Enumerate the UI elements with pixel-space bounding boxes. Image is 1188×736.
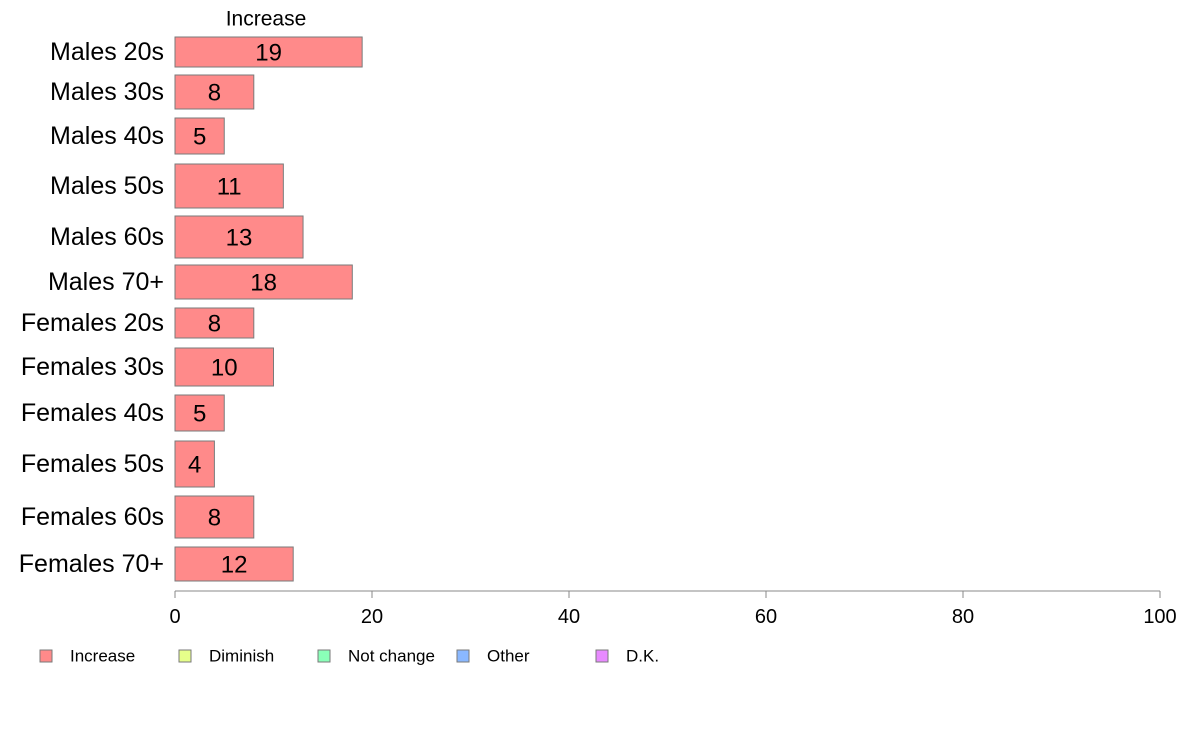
category-label: Males 20s	[50, 38, 164, 66]
category-label: Males 30s	[50, 78, 164, 106]
bar-value-label: 8	[208, 505, 221, 532]
category-label: Females 70+	[19, 550, 164, 578]
series-header: Increase	[226, 8, 307, 31]
legend-label: D.K.	[626, 647, 659, 666]
category-label: Males 50s	[50, 172, 164, 200]
bar	[174, 163, 284, 209]
bar	[174, 264, 353, 300]
category-label: Males 70+	[48, 268, 164, 296]
legend-swatch	[39, 649, 53, 663]
bar	[174, 307, 255, 339]
legend-swatch	[178, 649, 192, 663]
x-tick-label: 40	[558, 606, 580, 628]
category-label: Females 30s	[21, 353, 164, 381]
bar-value-label: 13	[226, 225, 253, 252]
bar-value-label: 11	[217, 174, 242, 201]
x-tick-label: 60	[755, 606, 777, 628]
legend-label: Diminish	[209, 647, 274, 666]
bar-value-label: 4	[188, 452, 201, 479]
x-tick-label: 100	[1143, 606, 1176, 628]
bar	[174, 74, 255, 110]
bar	[174, 440, 215, 488]
bar-value-label: 12	[221, 552, 248, 579]
x-tick-label: 80	[952, 606, 974, 628]
bar	[174, 546, 294, 582]
bar-value-label: 5	[193, 124, 206, 151]
legend-label: Other	[487, 647, 530, 666]
bar-value-label: 10	[211, 355, 238, 382]
bar-value-label: 5	[193, 401, 206, 428]
legend-swatch	[317, 649, 331, 663]
legend-label: Not change	[348, 647, 435, 666]
category-label: Females 60s	[21, 503, 164, 531]
category-label: Males 60s	[50, 223, 164, 251]
legend-swatch	[595, 649, 609, 663]
bar-value-label: 8	[208, 311, 221, 338]
category-label: Females 20s	[21, 309, 164, 337]
bar	[174, 117, 225, 155]
bar	[174, 495, 255, 539]
bar	[174, 215, 304, 259]
x-tick-label: 20	[361, 606, 383, 628]
bar-value-label: 19	[255, 40, 282, 67]
category-label: Males 40s	[50, 122, 164, 150]
category-labels: Males 20s Males 30s Males 40s Males 50s Male…	[19, 38, 164, 578]
bar-value-label: 8	[208, 80, 221, 107]
bar	[174, 394, 225, 432]
legend-label: Increase	[70, 647, 135, 666]
bar	[174, 36, 363, 68]
bar-value-label: 18	[250, 270, 277, 297]
legend: Increase Diminish Not change Other D.K.	[39, 647, 659, 666]
x-axis: 0 20 40 60 80 100	[169, 590, 1177, 628]
legend-swatch	[456, 649, 470, 663]
bar	[174, 347, 274, 387]
category-label: Females 50s	[21, 450, 164, 478]
category-label: Females 40s	[21, 399, 164, 427]
series-header-layer: Increase	[226, 8, 307, 31]
x-tick-label: 0	[169, 606, 180, 628]
